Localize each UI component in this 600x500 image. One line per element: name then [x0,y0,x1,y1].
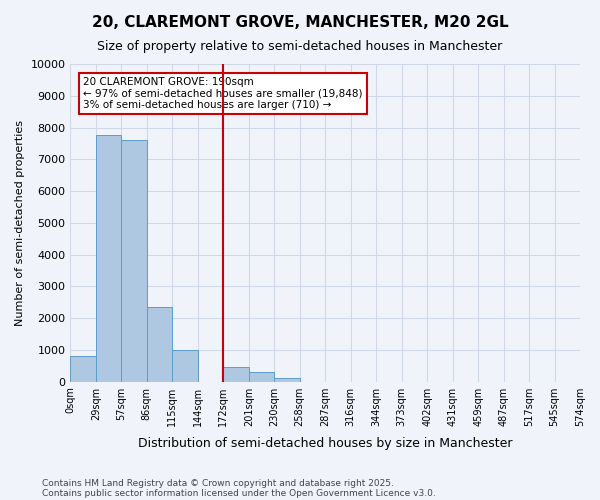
Bar [70,356,96,382]
Bar [121,140,147,382]
Text: 20, CLAREMONT GROVE, MANCHESTER, M20 2GL: 20, CLAREMONT GROVE, MANCHESTER, M20 2GL [92,15,508,30]
Bar [172,350,198,382]
Y-axis label: Number of semi-detached properties: Number of semi-detached properties [15,120,25,326]
Text: 20 CLAREMONT GROVE: 190sqm
← 97% of semi-detached houses are smaller (19,848)
3%: 20 CLAREMONT GROVE: 190sqm ← 97% of semi… [83,76,362,110]
X-axis label: Distribution of semi-detached houses by size in Manchester: Distribution of semi-detached houses by … [138,437,512,450]
Bar [96,136,121,382]
Text: Contains public sector information licensed under the Open Government Licence v3: Contains public sector information licen… [42,488,436,498]
Bar [223,368,249,382]
Text: Size of property relative to semi-detached houses in Manchester: Size of property relative to semi-detach… [97,40,503,53]
Bar [274,378,300,382]
Bar [249,372,274,382]
Text: Contains HM Land Registry data © Crown copyright and database right 2025.: Contains HM Land Registry data © Crown c… [42,478,394,488]
Bar [147,307,172,382]
